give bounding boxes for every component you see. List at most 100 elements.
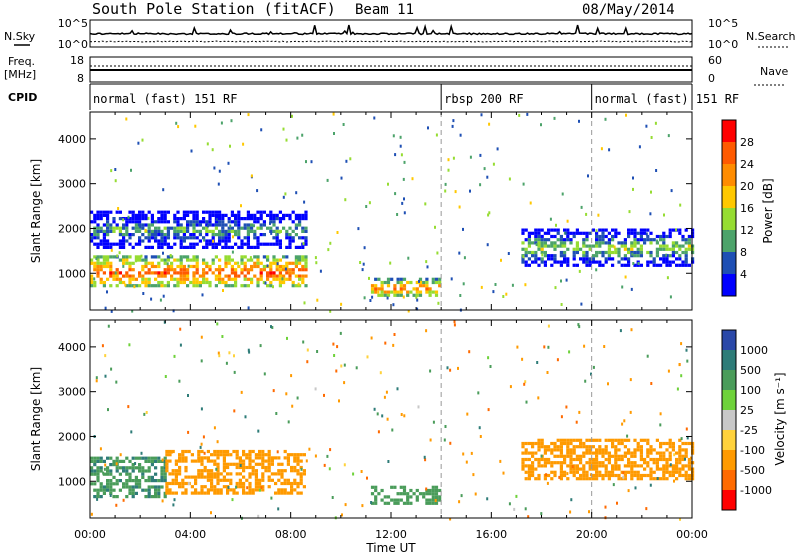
power-cell	[582, 231, 586, 235]
power-cell	[166, 245, 170, 249]
power-cell	[157, 255, 161, 259]
power-scatter-cell	[326, 178, 329, 182]
power-cell	[262, 268, 266, 272]
velocity-cell	[235, 491, 239, 495]
velocity-scatter-cell	[287, 420, 290, 424]
power-cell	[272, 277, 276, 281]
power-cell	[588, 263, 592, 267]
velocity-cell	[197, 475, 201, 479]
power-cell	[224, 239, 228, 243]
power-cell	[163, 220, 167, 224]
power-cell	[192, 226, 196, 230]
power-cell	[639, 231, 643, 235]
velocity-cell	[390, 485, 394, 489]
power-cell	[575, 231, 579, 235]
power-cell	[166, 271, 170, 275]
power-cell	[195, 261, 199, 265]
power-cell	[282, 264, 286, 269]
power-cell	[278, 268, 282, 272]
velocity-scatter-cell	[543, 345, 546, 349]
power-cell	[176, 280, 180, 285]
velocity-cell	[274, 481, 278, 486]
velocity-cell	[607, 461, 611, 465]
velocity-scatter-cell	[546, 481, 549, 485]
power-scatter-cell	[560, 303, 563, 306]
velocity-cell	[521, 467, 525, 471]
velocity-cell	[566, 464, 570, 468]
power-cell	[211, 223, 215, 227]
velocity-cell	[226, 491, 230, 495]
power-cell	[291, 268, 295, 272]
velocity-scatter-cell	[472, 473, 475, 477]
power-cell	[234, 284, 238, 288]
power-cell	[298, 217, 302, 221]
power-cell	[173, 242, 177, 246]
velocity-cell	[184, 449, 188, 454]
power-cell	[246, 277, 250, 281]
power-scatter-cell	[469, 155, 472, 159]
power-cell	[221, 245, 225, 249]
velocity-cell	[174, 481, 178, 486]
power-scatter-cell	[349, 157, 352, 161]
power-cell	[272, 258, 276, 262]
power-cell	[154, 229, 158, 233]
velocity-cell	[96, 475, 100, 479]
power-cell	[374, 284, 378, 288]
power-cell	[253, 217, 257, 221]
power-cell	[102, 284, 106, 288]
velocity-cell	[258, 462, 262, 466]
power-scatter-cell	[425, 260, 428, 264]
power-cell	[118, 226, 122, 230]
power-scatter-cell	[632, 187, 634, 191]
power-cell	[115, 277, 119, 281]
velocity-scatter-cell	[260, 486, 263, 490]
velocity-cell	[235, 449, 239, 454]
velocity-scatter-cell	[502, 471, 505, 475]
power-cell	[99, 210, 103, 214]
power-cell	[390, 290, 394, 294]
power-cell	[543, 254, 547, 258]
power-cell	[396, 277, 400, 281]
velocity-scatter-cell	[603, 345, 606, 348]
velocity-scatter-cell	[331, 496, 334, 499]
velocity-cell	[280, 462, 284, 466]
power-cell	[243, 284, 247, 288]
power-scatter-cell	[106, 290, 108, 294]
velocity-scatter-cell	[376, 412, 379, 416]
power-cell	[128, 217, 132, 221]
station-title: South Pole Station (fitACF)	[92, 0, 336, 18]
velocity-cell	[165, 465, 169, 470]
velocity-cell	[171, 481, 175, 486]
velocity-scatter-cell	[308, 447, 311, 451]
power-scatter-cell	[444, 182, 447, 186]
power-cell	[585, 244, 589, 248]
power-cell	[109, 268, 113, 272]
cpid-mode-label: rbsp 200 RF	[444, 92, 523, 106]
velocity-cell	[569, 464, 573, 468]
power-cell	[211, 229, 215, 233]
velocity-cell	[270, 478, 274, 482]
power-cell	[582, 238, 586, 242]
power-cell	[675, 257, 679, 261]
power-cell	[99, 242, 103, 246]
velocity-scatter-cell	[590, 372, 592, 376]
power-cell	[90, 258, 94, 262]
velocity-cell	[109, 472, 113, 476]
power-cell	[144, 264, 148, 269]
power-cell	[147, 284, 151, 288]
velocity-cell	[537, 438, 541, 442]
velocity-cell	[399, 485, 403, 489]
power-cell	[99, 277, 103, 281]
power-cell	[150, 255, 154, 259]
power-cell	[611, 244, 615, 248]
power-cell	[90, 284, 94, 288]
velocity-cell	[643, 473, 647, 478]
velocity-cell	[617, 448, 621, 452]
power-cell	[125, 220, 129, 224]
power-scatter-cell	[361, 268, 364, 272]
power-cell	[160, 242, 164, 246]
velocity-scatter-cell	[536, 361, 539, 364]
power-scatter-cell	[426, 265, 429, 269]
velocity-cell	[118, 479, 122, 483]
velocity-cell	[270, 459, 274, 463]
